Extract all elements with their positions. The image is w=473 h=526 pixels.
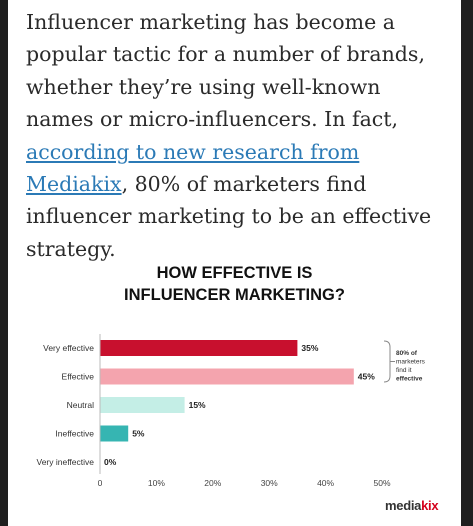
x-tick-label: 50% bbox=[373, 478, 390, 488]
annotation-text: effective bbox=[396, 376, 423, 383]
mediakix-research-link[interactable]: according to new research from Mediakix bbox=[26, 139, 360, 197]
chart-title-line-1: HOW EFFECTIVE IS bbox=[156, 264, 313, 282]
annotation-bracket bbox=[383, 340, 391, 383]
x-tick-label: 10% bbox=[148, 478, 165, 488]
bar-effective bbox=[100, 368, 354, 385]
category-label-effective: Effective bbox=[62, 372, 95, 382]
value-label-very-effective: 35% bbox=[301, 343, 318, 353]
category-label-very-ineffective: Very ineffective bbox=[37, 457, 95, 467]
bar-neutral bbox=[100, 397, 185, 413]
paragraph-text-start: Influencer marketing has become a popula… bbox=[26, 10, 425, 132]
x-tick-label: 40% bbox=[317, 478, 334, 488]
x-tick-label: 20% bbox=[204, 478, 221, 488]
mediakix-logo: mediakix bbox=[385, 498, 439, 513]
x-tick-label: 30% bbox=[261, 478, 278, 488]
category-label-neutral: Neutral bbox=[67, 400, 95, 410]
value-label-ineffective: 5% bbox=[132, 429, 145, 439]
article-paragraph: Influencer marketing has become a popula… bbox=[26, 6, 446, 265]
value-label-effective: 45% bbox=[358, 372, 375, 382]
value-label-neutral: 15% bbox=[189, 400, 206, 410]
bar-very-effective bbox=[100, 340, 298, 356]
paragraph-text-end: , 80% of marketers find influencer marke… bbox=[26, 172, 432, 261]
chart-title: HOW EFFECTIVE IS INFLUENCER MARKETING? bbox=[8, 262, 461, 306]
bar-ineffective bbox=[100, 425, 129, 442]
category-label-very-effective: Very effective bbox=[43, 343, 94, 353]
category-label-ineffective: Ineffective bbox=[55, 429, 94, 439]
annotation-text: marketers bbox=[396, 359, 426, 366]
value-label-very-ineffective: 0% bbox=[104, 457, 117, 467]
effectiveness-bar-chart: Very effective 35% Effective 45% Neutral 15% I… bbox=[37, 334, 426, 488]
annotation-text: find it bbox=[396, 367, 412, 374]
article-card: Influencer marketing has become a popula… bbox=[8, 0, 461, 526]
x-tick-label: 0 bbox=[98, 478, 103, 488]
chart-title-line-2: INFLUENCER MARKETING? bbox=[124, 286, 345, 304]
annotation-text: 80% of bbox=[396, 350, 418, 357]
